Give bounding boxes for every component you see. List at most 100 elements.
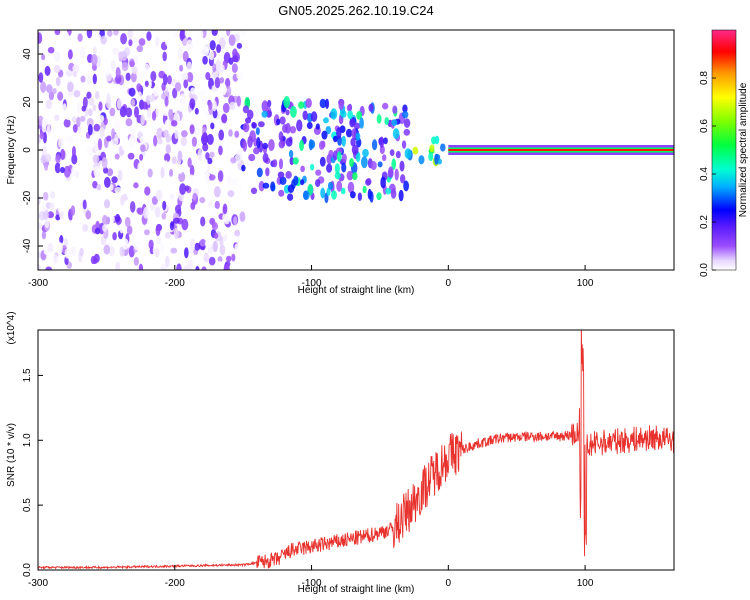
heatmap-cell (219, 244, 226, 256)
heatmap-cell (58, 137, 64, 148)
heatmap-cell (153, 135, 158, 147)
heatmap-cell (162, 51, 167, 62)
x-tick-label: -200 (165, 278, 185, 289)
heatmap-cell (92, 73, 97, 85)
heatmap-cell (177, 71, 182, 81)
heatmap-cell (163, 73, 168, 86)
heatmap-cell (57, 91, 64, 101)
heatmap-cell (350, 137, 356, 147)
heatmap-cell (208, 100, 213, 111)
heatmap-cell (392, 128, 400, 140)
heatmap-cell (148, 239, 154, 250)
heatmap-cell (170, 247, 178, 254)
heatmap-cell (72, 123, 78, 133)
heatmap-cell (138, 263, 144, 270)
heatmap-cell (171, 120, 178, 127)
heatmap-cell (140, 144, 146, 152)
heatmap-cell (114, 120, 121, 131)
heatmap-cell (45, 266, 53, 270)
heatmap-cell (136, 207, 142, 214)
heatmap-cell (77, 33, 83, 42)
colorbar-gradient (711, 29, 737, 271)
heatmap-cell (285, 137, 293, 147)
y-tick-label: -20 (22, 190, 33, 205)
y-tick-label: 1.5 (22, 368, 33, 382)
heatmap-cell (119, 223, 125, 234)
heatmap-cell (323, 117, 329, 124)
heatmap-cell (127, 152, 135, 160)
heatmap-cell (418, 155, 425, 165)
heatmap-cell (362, 185, 367, 194)
heatmap-cell (180, 136, 188, 147)
heatmap-cell (72, 71, 78, 78)
heatmap-cell (220, 64, 225, 73)
heatmap-cell (186, 61, 192, 71)
heatmap-cell (210, 122, 215, 130)
heatmap-cell (71, 166, 76, 177)
x-tick-label: -300 (28, 578, 48, 589)
heatmap-cell (340, 187, 346, 195)
heatmap-cell (131, 66, 138, 75)
heatmap-cell (61, 228, 67, 237)
heatmap-cell (356, 110, 363, 120)
heatmap-cell (231, 253, 236, 262)
heatmap-cell (46, 234, 52, 246)
heatmap-cell (368, 103, 374, 112)
heatmap-cell (116, 98, 122, 110)
colorbar-tick-label: 0.6 (699, 119, 710, 133)
heatmap-cell (338, 101, 344, 111)
heatmap-cell (143, 229, 150, 236)
heatmap-cell (162, 109, 170, 116)
heatmap-cell (150, 71, 157, 82)
heatmap-cell (94, 91, 100, 100)
heatmap-cell (187, 253, 193, 261)
y-tick-label: 20 (22, 96, 33, 108)
heatmap-cell (133, 30, 140, 36)
heatmap-cell (118, 51, 123, 59)
heatmap-cell (119, 106, 127, 118)
colorbar-tick-label: 0.2 (699, 215, 710, 229)
heatmap-cell (206, 133, 214, 146)
heatmap-cell (297, 101, 305, 109)
heatmap-cell (239, 211, 246, 223)
heatmap-cell (47, 242, 54, 253)
heatmap-cell (86, 91, 92, 100)
heatmap-cell (172, 217, 180, 224)
heatmap-cell (213, 186, 221, 198)
heatmap-cell (130, 71, 137, 83)
heatmap-cell (155, 108, 161, 120)
spectrogram-y-label: Frequency (Hz) (6, 116, 17, 185)
heatmap-cell (403, 128, 411, 136)
heatmap-cell (369, 191, 374, 203)
heatmap-cell (169, 193, 175, 200)
heatmap-cell (399, 174, 406, 184)
heatmap-cell (41, 230, 47, 240)
heatmap-cell (133, 106, 140, 118)
heatmap-cell (103, 176, 111, 188)
heatmap-cell (262, 182, 270, 189)
heatmap-cell (140, 114, 145, 126)
heatmap-cell (429, 144, 435, 153)
heatmap-cell (428, 152, 434, 162)
heatmap-cell (179, 64, 184, 72)
heatmap-cell (146, 51, 151, 63)
heatmap-cell (215, 62, 222, 75)
heatmap-cell (43, 248, 49, 255)
heatmap-cell (346, 170, 354, 181)
heatmap-cell (250, 187, 258, 195)
heatmap-cell (59, 166, 65, 174)
heatmap-cell (58, 242, 63, 254)
heatmap-cell (42, 191, 49, 201)
heatmap-cell (136, 83, 142, 92)
heatmap-cell (361, 156, 368, 169)
heatmap-cell (278, 140, 285, 149)
heatmap-cell (195, 266, 200, 270)
heatmap-cell (262, 142, 269, 150)
heatmap-cell (173, 227, 179, 240)
heatmap-cell (168, 169, 174, 177)
heatmap-cell (67, 194, 74, 203)
heatmap-cell (143, 207, 150, 219)
heatmap-cell (82, 96, 88, 109)
heatmap-cell (203, 252, 210, 263)
heatmap-cell (255, 127, 260, 136)
